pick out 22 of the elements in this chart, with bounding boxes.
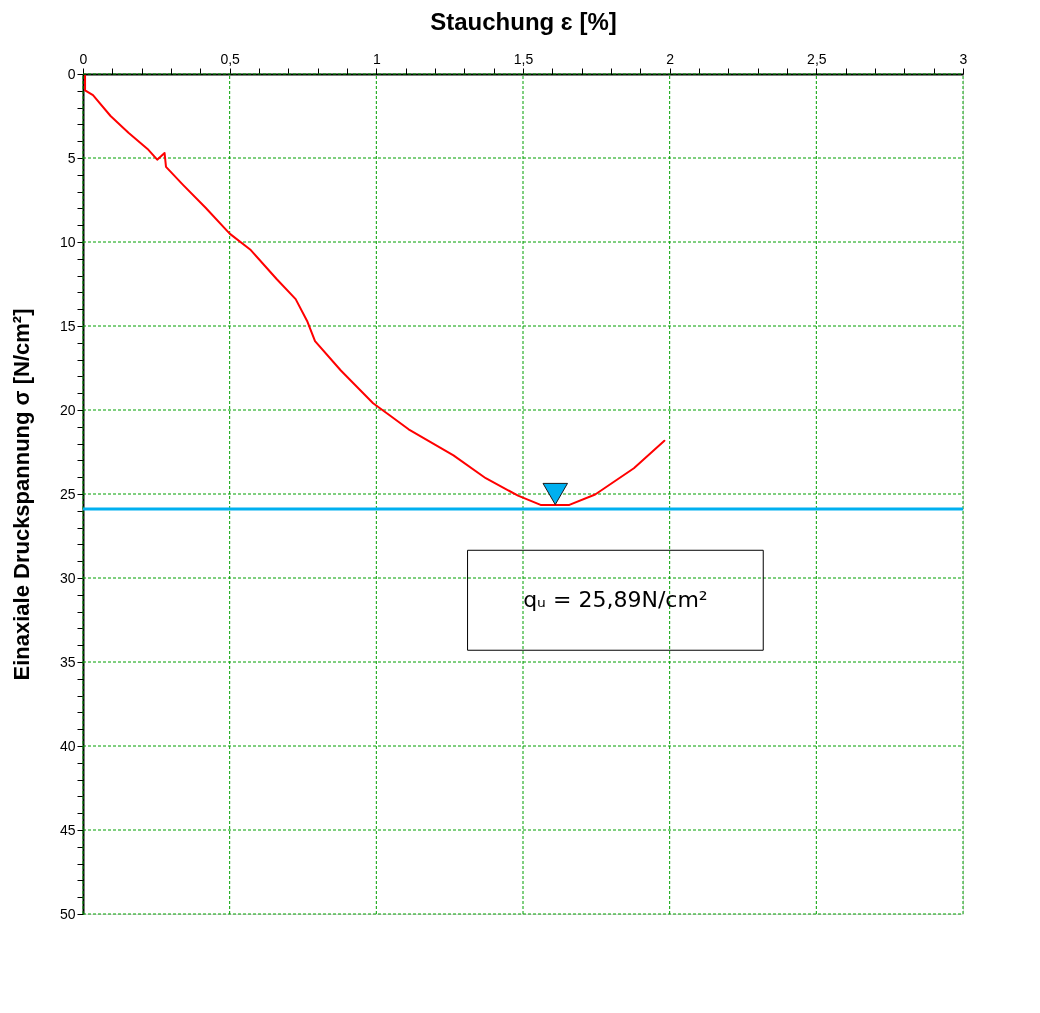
y-tick-label: 10	[59, 233, 76, 250]
x-tick-label: 0	[79, 50, 88, 67]
y-tick-label: 20	[59, 401, 76, 418]
x-tick-label: 2	[666, 50, 675, 67]
x-tick-label: 0,5	[220, 50, 241, 67]
y-tick-label: 40	[59, 737, 76, 754]
y-tick-label: 25	[59, 485, 76, 502]
x-tick-label: 1,5	[513, 50, 534, 67]
x-tick-label: 1	[372, 50, 381, 67]
annotation: qᵤ = 25,89N/cm²	[523, 587, 708, 613]
line-series	[84, 74, 666, 506]
y-tick-label: 5	[67, 149, 76, 166]
y-tick-label: 15	[59, 317, 76, 334]
x-axis-title: Stauchung ɛ [%]	[430, 7, 617, 35]
y-tick-label: 30	[59, 569, 76, 586]
y-tick-label: 50	[59, 905, 76, 922]
y-tick-label: 45	[59, 821, 76, 838]
x-tick-label: 2,5	[807, 50, 827, 67]
y-axis-title: Einaxiale Druckspannung σ [N/cm²]	[8, 308, 34, 681]
y-tick-label: 35	[59, 653, 76, 670]
y-tick-label: 0	[67, 65, 76, 82]
x-tick-label: 3	[959, 50, 968, 67]
